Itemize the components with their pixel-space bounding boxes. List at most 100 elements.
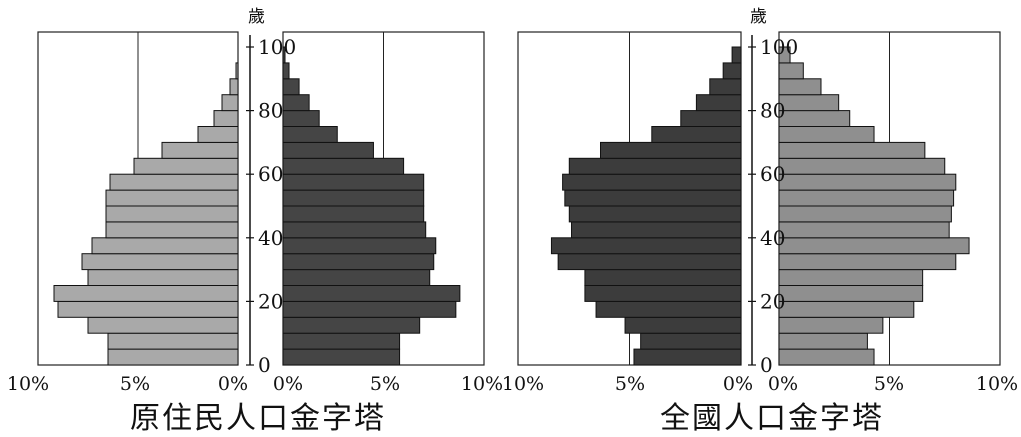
right-bar-15-19 xyxy=(778,300,915,318)
right-bar-15-19 xyxy=(282,300,457,318)
right-pct-tick-1: 5% xyxy=(874,373,904,395)
left-bar-90-94 xyxy=(235,62,239,80)
age-unit-label: 歲 xyxy=(750,7,767,27)
age-tick-label-80: 80 xyxy=(258,99,283,123)
right-bar-65-69 xyxy=(282,141,374,159)
left-pct-tick-0: 10% xyxy=(7,373,49,395)
right-pct-tick-1: 5% xyxy=(370,373,400,395)
age-tick-label-0: 0 xyxy=(760,353,773,377)
left-bar-60-64 xyxy=(568,157,742,175)
left-bar-35-39 xyxy=(91,237,239,255)
right-bar-45-49 xyxy=(778,205,952,223)
left-pct-tick-0: 10% xyxy=(502,373,544,395)
left-bar-80-84 xyxy=(695,94,742,112)
left-bar-60-64 xyxy=(133,157,239,175)
left-bar-65-69 xyxy=(600,141,742,159)
left-bar-25-29 xyxy=(87,269,239,287)
right-bar-80-84 xyxy=(778,94,840,112)
left-bar-15-19 xyxy=(595,300,742,318)
left-bar-20-24 xyxy=(53,285,239,302)
right-bar-35-39 xyxy=(282,237,437,255)
left-bar-75-79 xyxy=(680,110,742,127)
right-bar-35-39 xyxy=(778,237,970,255)
right-bar-40-44 xyxy=(778,221,950,239)
indigenous-pyramid-chart: 0 20 40 60 80 100 歲 10% 5% 0% 0% 5% 10% xyxy=(7,7,503,395)
right-bar-90-94 xyxy=(778,62,804,80)
left-bar-50-54 xyxy=(105,189,239,207)
national-pyramid-chart: 0 20 40 60 80 100 歲 10% 5% 0% 0% 5% 10% xyxy=(502,7,1018,395)
left-bar-10-14 xyxy=(624,316,742,334)
right-bar-55-59 xyxy=(778,173,957,191)
age-tick-label-0: 0 xyxy=(258,353,271,377)
right-bar-20-24 xyxy=(778,285,924,302)
right-bar-70-74 xyxy=(778,126,875,143)
left-bar-30-34 xyxy=(557,253,742,271)
left-bar-25-29 xyxy=(584,269,742,287)
indigenous-pyramid-title: 原住民人口金字塔 xyxy=(130,401,386,436)
right-bar-60-64 xyxy=(282,157,405,175)
left-bar-50-54 xyxy=(564,189,742,207)
right-bar-30-34 xyxy=(778,253,957,271)
age-tick-label-100: 100 xyxy=(760,35,798,59)
right-bar-70-74 xyxy=(282,126,338,143)
age-unit-label: 歲 xyxy=(248,7,265,27)
age-tick-label-40: 40 xyxy=(258,226,283,250)
left-bar-75-79 xyxy=(213,110,239,127)
right-pct-tick-2: 10% xyxy=(461,373,503,395)
left-bar-55-59 xyxy=(562,173,742,191)
left-pct-tick-1: 5% xyxy=(615,373,645,395)
left-bar-0-4 xyxy=(107,348,239,366)
right-bar-20-24 xyxy=(282,285,461,302)
left-bar-70-74 xyxy=(651,126,742,143)
age-tick-label-100: 100 xyxy=(258,35,296,59)
right-bar-25-29 xyxy=(282,269,431,287)
left-bar-45-49 xyxy=(105,205,239,223)
left-bar-20-24 xyxy=(584,285,742,302)
left-bar-0-4 xyxy=(633,348,742,366)
left-bar-95-99 xyxy=(731,46,742,64)
national-pyramid-title: 全國人口金字塔 xyxy=(660,401,884,436)
left-bar-70-74 xyxy=(197,126,239,143)
right-bar-50-54 xyxy=(778,189,955,207)
right-bar-30-34 xyxy=(282,253,435,271)
left-pct-tick-2: 0% xyxy=(218,373,248,395)
left-bar-35-39 xyxy=(550,237,742,255)
age-tick-label-40: 40 xyxy=(760,226,785,250)
right-pct-tick-2: 10% xyxy=(976,373,1018,395)
right-bar-10-14 xyxy=(778,316,884,334)
right-pct-tick-0: 0% xyxy=(273,373,303,395)
right-bar-10-14 xyxy=(282,316,421,334)
left-bar-5-9 xyxy=(107,332,239,350)
age-tick-label-80: 80 xyxy=(760,99,785,123)
left-bar-90-94 xyxy=(722,62,742,80)
age-tick-label-60: 60 xyxy=(760,162,785,186)
left-bar-85-89 xyxy=(709,78,742,96)
left-bar-40-44 xyxy=(571,221,742,239)
right-bar-55-59 xyxy=(282,173,425,191)
right-bar-5-9 xyxy=(778,332,868,350)
right-bar-50-54 xyxy=(282,189,425,207)
left-bar-40-44 xyxy=(105,221,239,239)
left-bar-30-34 xyxy=(81,253,239,271)
right-bar-85-89 xyxy=(282,78,300,96)
right-bar-0-4 xyxy=(778,348,875,366)
age-tick-label-20: 20 xyxy=(760,289,785,313)
right-bar-45-49 xyxy=(282,205,425,223)
right-bar-5-9 xyxy=(282,332,401,350)
right-bar-75-79 xyxy=(778,110,851,127)
right-bar-40-44 xyxy=(282,221,427,239)
right-bar-65-69 xyxy=(778,141,926,159)
left-bar-80-84 xyxy=(221,94,239,112)
left-bar-10-14 xyxy=(87,316,239,334)
left-bar-65-69 xyxy=(161,141,239,159)
age-tick-label-20: 20 xyxy=(258,289,283,313)
right-bar-25-29 xyxy=(778,269,924,287)
right-bar-60-64 xyxy=(778,157,946,175)
left-bar-85-89 xyxy=(229,78,239,96)
left-bar-45-49 xyxy=(568,205,742,223)
left-pct-tick-2: 0% xyxy=(723,373,753,395)
right-bar-80-84 xyxy=(282,94,310,112)
left-bar-15-19 xyxy=(57,300,239,318)
right-bar-95-99 xyxy=(282,46,286,64)
right-bar-95-99 xyxy=(778,46,791,64)
